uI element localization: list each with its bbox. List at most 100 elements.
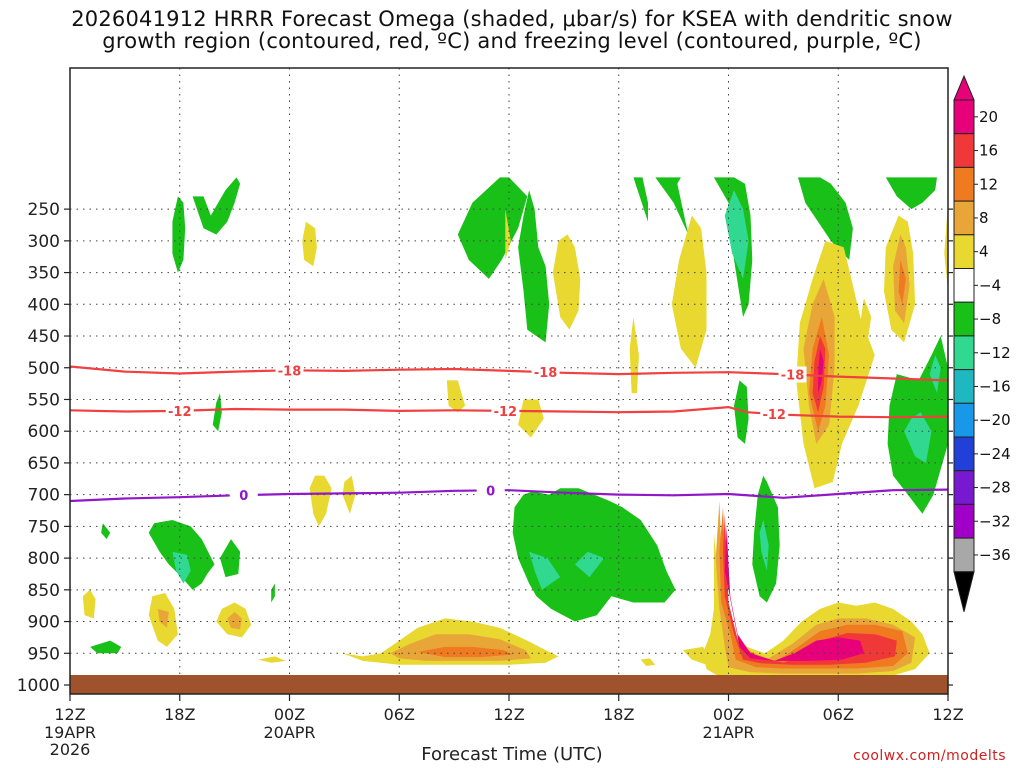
colorbar-box-2 [953, 166, 975, 202]
contour-label--18-0: -18 [278, 364, 302, 379]
contour-labels: -18 -18 -18 -12 -12 -12 0 0 [165, 362, 807, 504]
colorbar-label-3: 8 [979, 209, 989, 227]
omega-region-2 [633, 177, 648, 222]
contour-label--12-1: -12 [494, 405, 518, 420]
colorbar-label-0: 20 [979, 108, 998, 126]
omega-region-8 [192, 177, 241, 235]
omega-region-53 [682, 646, 711, 665]
omega-region-23 [220, 539, 241, 578]
omega-region-41 [446, 380, 466, 413]
colorbar-box-9 [953, 402, 975, 438]
omega-region-52 [724, 526, 864, 661]
x-tick-label-4: 12Z [493, 705, 524, 724]
omega-region-43 [309, 475, 332, 527]
y-tick-label-950: 950 [28, 644, 60, 664]
chart-title-line-2: growth region (contoured, red, ºC) and f… [102, 29, 922, 53]
omega-region-44 [342, 475, 356, 514]
colorbar-label-9: −20 [979, 411, 1011, 429]
colorbar-label-13: −36 [979, 546, 1011, 564]
contour-line-0 [70, 488, 948, 503]
colorbar-box-11 [953, 470, 975, 505]
omega-region-3 [655, 177, 689, 235]
omega-region-7 [885, 177, 937, 210]
x-tick-label-5: 18Z [603, 705, 634, 724]
omega-region-20 [734, 380, 749, 444]
y-tick-label-250: 250 [28, 200, 60, 220]
omega-region-29 [505, 209, 511, 260]
x-tick-label-8: 12Z [932, 705, 963, 724]
colorbar-box-7 [953, 335, 975, 371]
contour-label--12-0: -12 [168, 405, 192, 420]
omega-region-50 [719, 507, 908, 669]
omega-region-42 [518, 399, 544, 438]
omega-region-25 [90, 640, 122, 654]
omega-region-27 [552, 234, 581, 330]
x-axis-label: Forecast Time (UTC) [421, 744, 603, 765]
contour-label--12-2: -12 [762, 408, 786, 423]
omega-shading [82, 177, 948, 679]
colorbar-label-8: −16 [979, 377, 1011, 395]
colorbar-label-4: 4 [979, 243, 989, 261]
contour-label-bg--18-1 [531, 364, 560, 381]
colorbar-label-1: 16 [979, 142, 998, 160]
colorbar-label-6: −8 [979, 310, 1001, 328]
contour-label-bg--12-1 [491, 402, 520, 419]
colorbar-box-4 [953, 234, 975, 270]
omega-region-51 [723, 513, 897, 665]
colorbar-box-6 [953, 301, 975, 337]
colorbar-bottom-arrow [953, 571, 975, 612]
colorbar-label-7: −12 [979, 344, 1011, 362]
omega-region-34 [818, 348, 824, 394]
contour-label-0-1: 0 [486, 484, 495, 499]
colorbar-label-12: −32 [979, 512, 1011, 530]
y-tick-label-700: 700 [28, 486, 60, 506]
contour-label--18-2: -18 [781, 369, 805, 384]
omega-region-26 [302, 221, 317, 267]
x-tick-label-2: 00Z [274, 705, 305, 724]
omega-region-22 [101, 523, 111, 540]
omega-region-59 [258, 656, 286, 663]
x-tick-label-3: 06Z [384, 705, 415, 724]
contour-label--18-1: -18 [534, 366, 558, 381]
colorbar-label-11: −28 [979, 479, 1011, 497]
x-tick-label-0: 12Z [54, 705, 85, 724]
y-tick-label-550: 550 [28, 390, 60, 410]
x-tick-year-0: 2026 [50, 740, 91, 759]
contour-label-0-0: 0 [239, 489, 248, 504]
colorbar-box-1 [953, 133, 975, 168]
colorbar-box-10 [953, 436, 975, 472]
contour-label-bg-0-0 [229, 487, 258, 504]
omega-region-5 [724, 190, 749, 279]
omega-region-55 [157, 608, 169, 628]
chart-title: 2026041912 HRRR Forecast Omega (shaded, … [0, 8, 1024, 52]
y-tick-label-500: 500 [28, 359, 60, 379]
y-tick-label-450: 450 [28, 327, 60, 347]
contour-label-bg--12-2 [760, 406, 789, 423]
chart-title-line-1: 2026041912 HRRR Forecast Omega (shaded, … [71, 7, 953, 31]
y-tick-label-750: 750 [28, 517, 60, 537]
x-tick-date-0: 19APR [44, 723, 96, 742]
omega-region-9 [172, 196, 186, 273]
y-tick-label-800: 800 [28, 549, 60, 569]
y-tick-label-400: 400 [28, 295, 60, 315]
x-tick-label-1: 18Z [164, 705, 195, 724]
omega-region-6 [798, 177, 853, 260]
y-tick-label-600: 600 [28, 422, 60, 442]
colorbar: 20 16 12 8 4 −4 −8 −12 −16 −20 −24 −28 −32 −36 [953, 74, 1011, 612]
colorbar-box-3 [953, 200, 975, 236]
x-tick-label-7: 06Z [823, 705, 854, 724]
x-tick-label-6: 00Z [713, 705, 744, 724]
credit-link[interactable]: coolwx.com/modelts [853, 748, 1006, 764]
ground-bar [70, 675, 948, 694]
contour-label-bg-0-1 [476, 482, 505, 499]
omega-region-47 [417, 646, 513, 658]
omega-region-40 [860, 298, 872, 343]
colorbar-label-10: −24 [979, 445, 1011, 463]
grid-lines [70, 68, 948, 694]
omega-region-37 [898, 259, 906, 305]
colorbar-box-8 [953, 369, 975, 404]
y-tick-label-650: 650 [28, 454, 60, 474]
omega-region-13 [529, 551, 561, 590]
y-tick-label-1000: 1000 [17, 676, 60, 696]
omega-region-19 [929, 355, 941, 394]
